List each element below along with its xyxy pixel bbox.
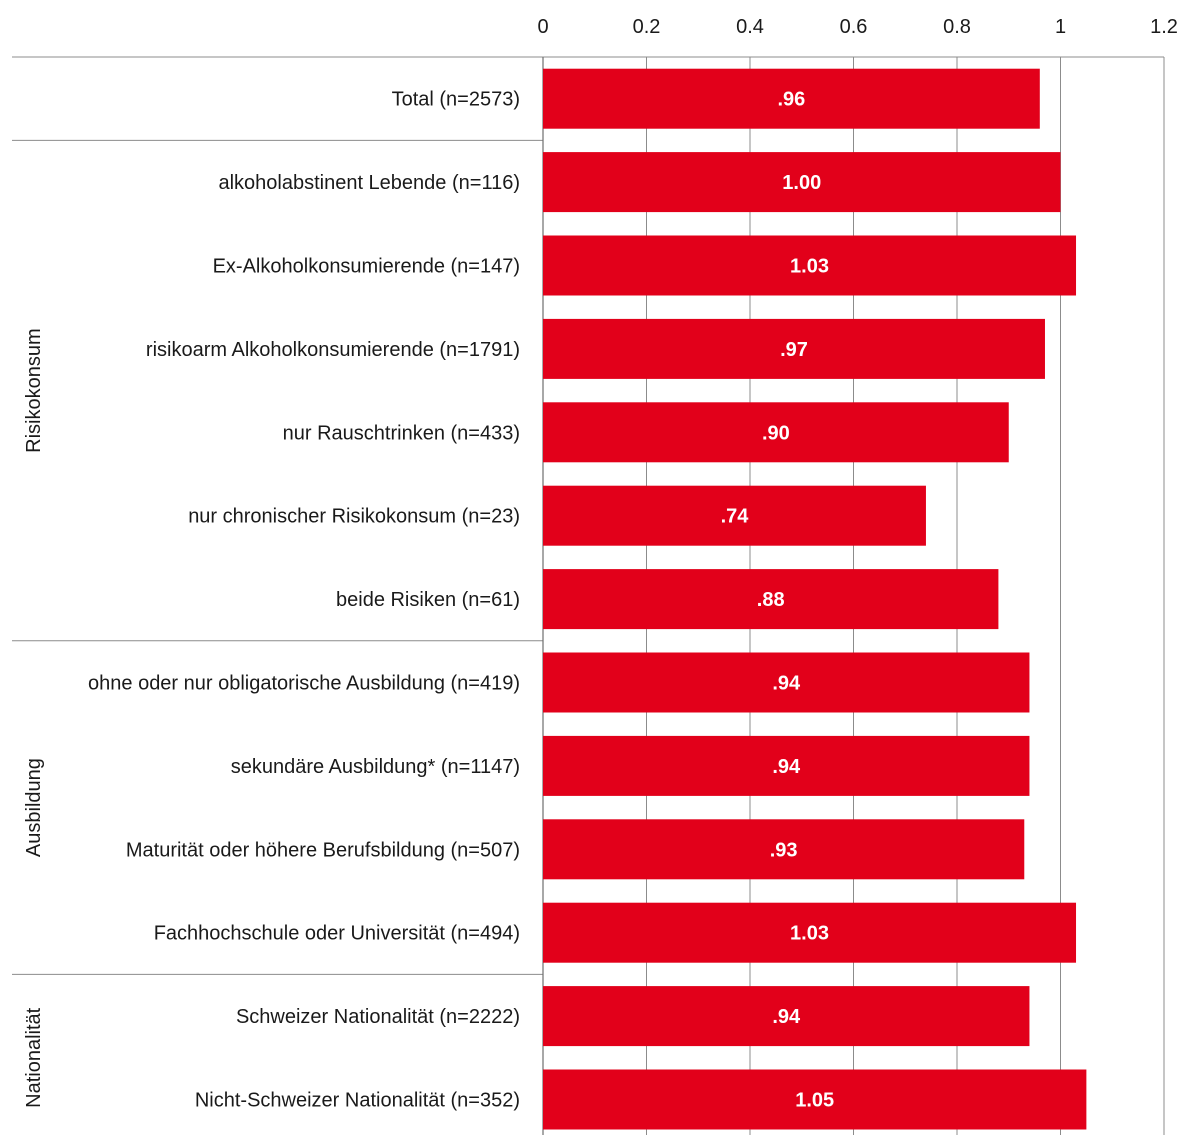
- x-tick-label: 0.6: [840, 16, 868, 38]
- data-label: .97: [780, 339, 808, 361]
- x-tick-label: 0.8: [943, 16, 971, 38]
- data-label: 1.00: [782, 172, 821, 194]
- x-tick-label: 1.2: [1150, 16, 1178, 38]
- category-label: beide Risiken (n=61): [336, 589, 520, 611]
- data-label: .88: [757, 589, 785, 611]
- data-label: .94: [772, 673, 801, 695]
- category-label: Maturität oder höhere Berufsbildung (n=5…: [126, 839, 520, 861]
- bars: .96 1.00 1.03 .97 .90 .74 .88 .94 .94 .93 1.03 .94 1…: [543, 68, 1087, 1130]
- x-tick-label: 1: [1055, 16, 1066, 38]
- bar: [543, 1069, 1087, 1130]
- category-label: nur chronischer Risikokonsum (n=23): [188, 506, 520, 528]
- group-labels: Risikokonsum Ausbildung Nationalität: [23, 328, 45, 1107]
- bar: [543, 485, 926, 546]
- category-label: Nicht-Schweizer Nationalität (n=352): [195, 1090, 520, 1112]
- group-label: Nationalität: [23, 1007, 45, 1108]
- category-label: sekundäre Ausbildung* (n=1147): [231, 756, 520, 778]
- bar: [543, 652, 1030, 713]
- data-label: 1.03: [790, 923, 829, 945]
- category-label: nur Rauschtrinken (n=433): [283, 422, 520, 444]
- bar: [543, 735, 1030, 796]
- bar: [543, 402, 1009, 463]
- x-axis: 0 0.2 0.4 0.6 0.8 1 1.2: [537, 16, 1178, 1135]
- bar: [543, 569, 999, 630]
- group-label: Risikokonsum: [23, 328, 45, 452]
- bar: [543, 68, 1040, 129]
- bar: [543, 152, 1061, 213]
- data-label: .96: [777, 89, 805, 111]
- data-label: .74: [721, 506, 750, 528]
- category-label: Schweizer Nationalität (n=2222): [236, 1006, 520, 1028]
- data-label: .93: [770, 839, 798, 861]
- data-label: .94: [772, 756, 801, 778]
- bar: [543, 902, 1077, 963]
- category-label: alkoholabstinent Lebende (n=116): [218, 172, 520, 194]
- x-tick-label: 0.4: [736, 16, 764, 38]
- x-tick-label: 0: [537, 16, 548, 38]
- category-labels: Total (n=2573) alkoholabstinent Lebende (…: [88, 89, 520, 1112]
- category-label: risikoarm Alkoholkonsumierende (n=1791): [146, 339, 520, 361]
- data-label: 1.03: [790, 256, 829, 278]
- group-label: Ausbildung: [23, 758, 45, 857]
- data-label: .94: [772, 1006, 801, 1028]
- x-tick-label: 0.2: [633, 16, 661, 38]
- group-separators: [12, 56, 1164, 975]
- category-label: Total (n=2573): [392, 89, 520, 111]
- bar: [543, 318, 1045, 379]
- data-label: 1.05: [795, 1090, 834, 1112]
- bar: [543, 986, 1030, 1047]
- category-label: ohne oder nur obligatorische Ausbildung …: [88, 673, 520, 695]
- data-label: .90: [762, 422, 790, 444]
- category-label: Fachhochschule oder Universität (n=494): [154, 923, 520, 945]
- bar: [543, 819, 1025, 880]
- bar: [543, 235, 1077, 296]
- category-label: Ex-Alkoholkonsumierende (n=147): [213, 256, 520, 278]
